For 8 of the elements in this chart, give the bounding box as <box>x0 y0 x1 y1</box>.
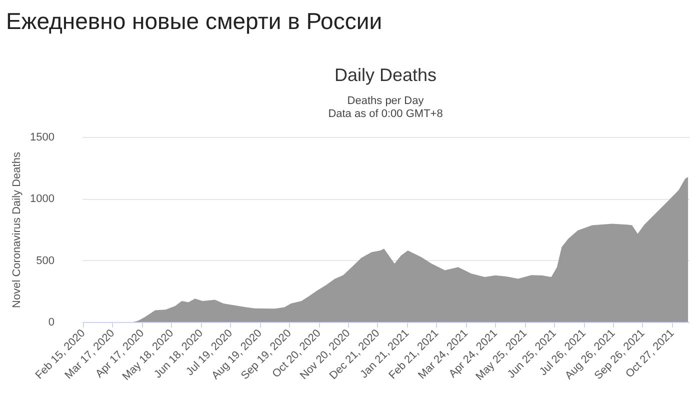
chart-subtitle: Deaths per Day Data as of 0:00 GMT+8 <box>328 95 443 120</box>
y-tick-label: 1000 <box>30 193 54 206</box>
text: Ежедневно новые смерти в России <box>6 8 382 35</box>
y-tick-label: 0 <box>48 316 54 328</box>
chart-title: Daily Deaths <box>334 65 437 85</box>
y-tick-label: 500 <box>36 254 54 267</box>
y-axis-title: Novel Coronavirus Daily Deaths <box>11 152 24 308</box>
y-tick-label: 1500 <box>30 132 54 144</box>
